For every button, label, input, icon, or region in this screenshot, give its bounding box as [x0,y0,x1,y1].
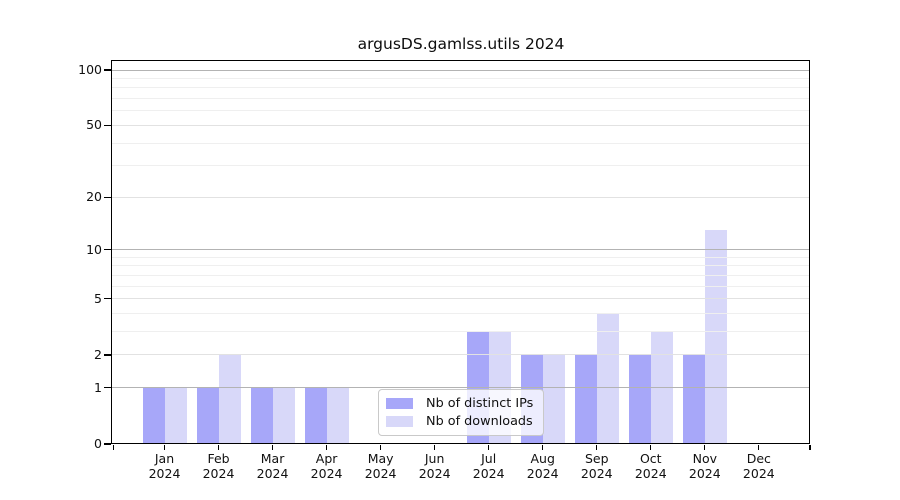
minor-gridline [112,142,810,144]
major-gridline [112,124,810,126]
bar-downloads-aug [542,354,565,444]
y-tick [104,443,111,445]
minor-gridline [112,265,810,267]
x-tick-label: Apr 2024 [310,451,343,481]
bar-distinct-ips-oct [628,354,651,444]
chart-title: argusDS.gamlss.utils 2024 [357,35,565,53]
x-tick [217,445,220,450]
y-tick [104,249,111,251]
y-tick [104,354,111,356]
legend-label-distinct-ips: Nb of distinct IPs [426,396,534,411]
x-edge-tick [112,445,115,450]
y-tick-label: 50 [86,117,102,133]
x-tick-label: Sep 2024 [580,451,613,481]
legend-label-downloads: Nb of downloads [426,414,533,429]
minor-gridline [112,331,810,333]
major-gridline [112,298,810,300]
bar-distinct-ips-mar [250,387,273,444]
legend-item-distinct-ips: Nb of distinct IPs [386,396,536,411]
x-tick [434,445,436,450]
x-tick-label: Aug 2024 [526,451,559,481]
y-tick [104,69,111,71]
y-tick [104,387,111,389]
x-tick [379,445,382,450]
x-tick-label: Nov 2024 [688,451,721,481]
y-tick-label: 100 [78,62,102,78]
x-tick-label: Mar 2024 [256,451,289,481]
x-tick [758,445,760,450]
minor-gridline [112,98,810,100]
x-tick [271,445,274,450]
x-tick [704,445,706,450]
y-tick-label: 1 [94,379,102,395]
major-gridline [112,69,810,71]
bar-distinct-ips-feb [196,387,219,444]
x-tick-label: Oct 2024 [634,451,667,481]
x-tick [325,445,328,450]
x-tick [650,445,652,450]
x-tick-label: Jul 2024 [472,451,505,481]
minor-gridline [112,275,810,277]
bar-distinct-ips-nov [682,354,705,444]
major-gridline [112,354,810,356]
y-tick-label: 10 [86,241,102,257]
legend-swatch-distinct-ips [386,398,413,409]
major-gridline [112,249,810,251]
y-tick [104,298,111,300]
x-tick-label: Jun 2024 [418,451,451,481]
bar-downloads-feb [218,354,241,444]
bar-downloads-jan [164,387,187,444]
x-tick [542,445,544,450]
x-tick [596,445,598,450]
x-edge-tick [809,445,811,450]
x-tick-label: Feb 2024 [202,451,235,481]
bar-distinct-ips-sep [574,354,597,444]
x-tick-label: May 2024 [364,451,397,481]
x-tick [163,445,166,450]
bar-downloads-apr [326,387,349,444]
minor-gridline [112,285,810,287]
bar-downloads-mar [272,387,295,444]
legend-item-downloads: Nb of downloads [386,414,536,429]
major-gridline [112,387,810,389]
bar-distinct-ips-jan [142,387,165,444]
y-tick-label: 20 [86,189,102,205]
legend-swatch-downloads [386,416,413,427]
minor-gridline [112,313,810,315]
y-tick [104,124,111,127]
x-tick-label: Jan 2024 [148,451,181,481]
x-tick [488,445,490,450]
bar-distinct-ips-apr [304,387,327,444]
minor-gridline [112,78,810,80]
minor-gridline [112,110,810,112]
y-tick-label: 5 [94,290,102,306]
y-tick-label: 0 [94,436,102,451]
major-gridline [112,196,810,198]
minor-gridline [112,87,810,89]
x-tick-label: Dec 2024 [742,451,775,481]
minor-gridline [112,165,810,167]
bar-downloads-sep [596,313,619,444]
legend: Nb of distinct IPs Nb of downloads [378,389,544,436]
bar-downloads-nov [704,230,727,444]
y-tick [104,196,111,198]
minor-gridline [112,256,810,258]
y-tick-label: 2 [94,346,102,362]
